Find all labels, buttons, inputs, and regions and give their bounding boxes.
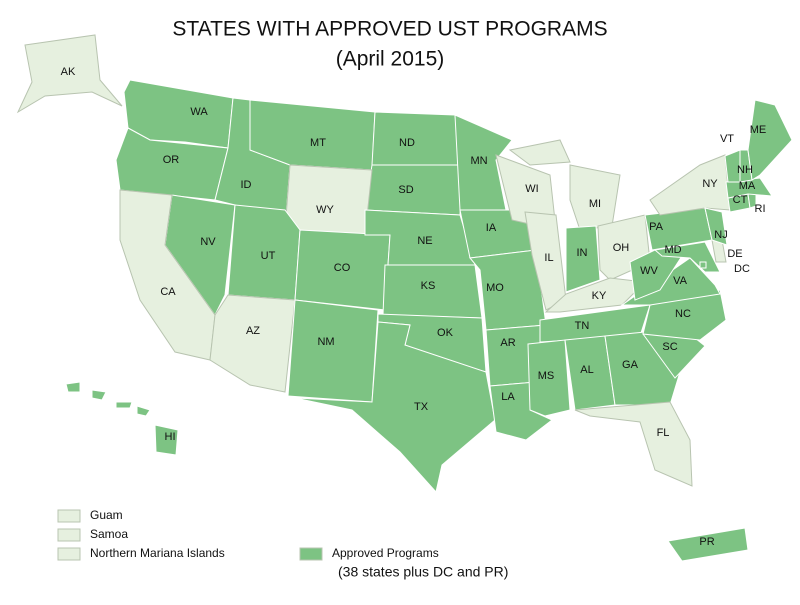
legend-label: Samoa (90, 527, 128, 541)
state-label: GA (622, 359, 639, 371)
state (604, 331, 681, 406)
state-label: VA (673, 275, 688, 287)
state-label: CA (160, 286, 176, 298)
state (667, 527, 749, 562)
state (294, 321, 496, 494)
state-label: LA (501, 391, 515, 403)
state-label: RI (755, 203, 766, 215)
state-label: IL (544, 252, 553, 264)
state-label: SC (662, 341, 677, 353)
state-label: AZ (246, 325, 260, 337)
state (699, 261, 707, 269)
state-label: MN (470, 155, 487, 167)
state-label: AR (500, 337, 515, 349)
state-label: MT (310, 137, 326, 149)
state-labels: AK WA OR ID MT ND SD WY NV CA UT CO NE KS AZ NM OK TX MN IA… (61, 66, 767, 548)
state-label: AK (61, 66, 76, 78)
state-label: MI (589, 198, 601, 210)
legend-swatch (57, 509, 81, 523)
state (574, 401, 693, 487)
legend-swatch (57, 528, 81, 542)
state (704, 207, 728, 246)
state-label: DE (727, 248, 742, 260)
state-label: IA (486, 222, 497, 234)
state (16, 34, 123, 114)
state (284, 164, 373, 236)
state-label: ME (750, 124, 767, 136)
state-label: OK (437, 327, 454, 339)
state (649, 154, 731, 216)
state-label: TX (414, 401, 429, 413)
state-label: KS (421, 280, 436, 292)
legend-swatch (57, 547, 81, 561)
state-label: HI (165, 431, 176, 443)
state-label: IN (577, 247, 588, 259)
state-label: NJ (714, 229, 727, 241)
state-label: WA (190, 106, 208, 118)
state-label: WY (316, 204, 334, 216)
state-label: MS (538, 370, 555, 382)
state (724, 149, 741, 183)
legend-label: Approved Programs (332, 546, 439, 560)
state (287, 299, 379, 403)
state-label: KY (592, 290, 607, 302)
state-label: PR (699, 536, 714, 548)
state (65, 381, 179, 456)
state-label: OH (613, 242, 630, 254)
state (747, 99, 793, 181)
state-label: MD (664, 244, 681, 256)
state (454, 114, 513, 211)
state-label: FL (657, 427, 670, 439)
legend-swatch (299, 547, 323, 561)
legend-label: Northern Mariana Islands (90, 546, 225, 560)
state (527, 339, 571, 417)
state-label: NE (417, 235, 432, 247)
state (209, 294, 296, 393)
state-label: VT (720, 133, 734, 145)
state-label: UT (261, 250, 276, 262)
state-label: TN (575, 320, 590, 332)
state-label: NM (317, 336, 334, 348)
state-label: MO (486, 282, 504, 294)
state-label: OR (163, 154, 180, 166)
legend: Guam Samoa Northern Mariana Islands Approve… (57, 508, 439, 561)
state-label: WV (640, 265, 658, 277)
state-label: NH (737, 164, 753, 176)
state-label: AL (580, 364, 593, 376)
state-label: MA (739, 180, 756, 192)
state (371, 111, 463, 166)
state-label: CT (733, 194, 748, 206)
state-label: SD (398, 184, 413, 196)
state-label: ID (241, 179, 252, 191)
state-label: ND (399, 137, 415, 149)
map-title: STATES WITH APPROVED UST PROGRAMS (172, 18, 607, 41)
map-subtitle: (April 2015) (336, 48, 445, 71)
states (16, 34, 793, 562)
state-label: WI (525, 183, 538, 195)
state-label: DC (734, 263, 750, 275)
state-label: CO (334, 262, 351, 274)
legend-label: Guam (90, 508, 123, 522)
state-label: NY (702, 178, 718, 190)
state-label: NV (200, 236, 216, 248)
legend-note: (38 states plus DC and PR) (338, 564, 508, 580)
state-label: PA (649, 221, 664, 233)
state-label: NC (675, 308, 691, 320)
state (565, 225, 601, 293)
